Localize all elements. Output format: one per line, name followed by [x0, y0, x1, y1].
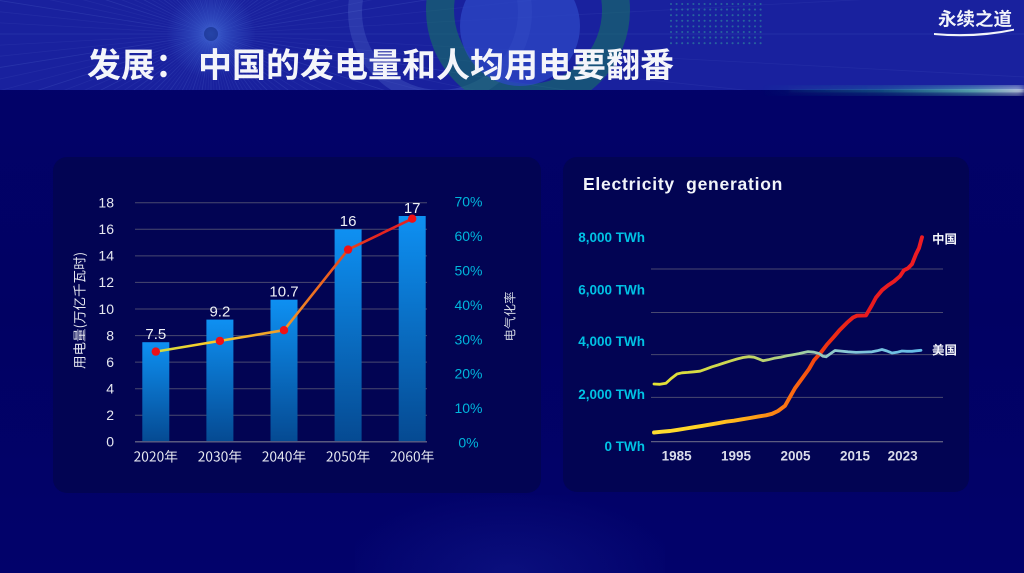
- svg-text:2,000 TWh: 2,000 TWh: [578, 387, 645, 402]
- svg-text:6: 6: [106, 354, 114, 370]
- svg-text:10%: 10%: [454, 400, 482, 416]
- svg-text:16: 16: [98, 221, 114, 237]
- svg-text:4,000 TWh: 4,000 TWh: [578, 334, 645, 349]
- svg-text:7.5: 7.5: [145, 326, 166, 343]
- svg-text:8: 8: [106, 327, 114, 343]
- svg-text:2023: 2023: [888, 449, 919, 464]
- svg-text:70%: 70%: [454, 194, 482, 210]
- svg-text:60%: 60%: [454, 228, 482, 244]
- svg-text:14: 14: [98, 248, 114, 264]
- svg-text:4: 4: [106, 381, 114, 397]
- svg-text:0 TWh: 0 TWh: [605, 439, 646, 454]
- svg-text:0: 0: [106, 434, 114, 450]
- svg-text:40%: 40%: [454, 297, 482, 313]
- svg-text:50%: 50%: [454, 262, 482, 278]
- svg-text:10: 10: [98, 301, 114, 317]
- svg-text:8,000 TWh: 8,000 TWh: [578, 230, 645, 245]
- svg-text:1985: 1985: [662, 449, 693, 464]
- svg-text:6,000 TWh: 6,000 TWh: [578, 282, 645, 297]
- svg-text:10.7: 10.7: [269, 284, 298, 301]
- svg-text:0%: 0%: [458, 435, 478, 451]
- svg-text:Electricity generation: Electricity generation: [583, 174, 783, 194]
- svg-text:2015: 2015: [840, 449, 871, 464]
- svg-text:20%: 20%: [454, 366, 482, 382]
- svg-text:2005: 2005: [780, 449, 811, 464]
- svg-text:12: 12: [98, 274, 114, 290]
- svg-text:18: 18: [98, 195, 114, 211]
- svg-text:16: 16: [340, 213, 357, 230]
- svg-text:9.2: 9.2: [209, 303, 230, 320]
- svg-text:1995: 1995: [721, 449, 752, 464]
- svg-text:30%: 30%: [454, 331, 482, 347]
- svg-text:2: 2: [106, 407, 114, 423]
- svg-text:17: 17: [404, 200, 421, 217]
